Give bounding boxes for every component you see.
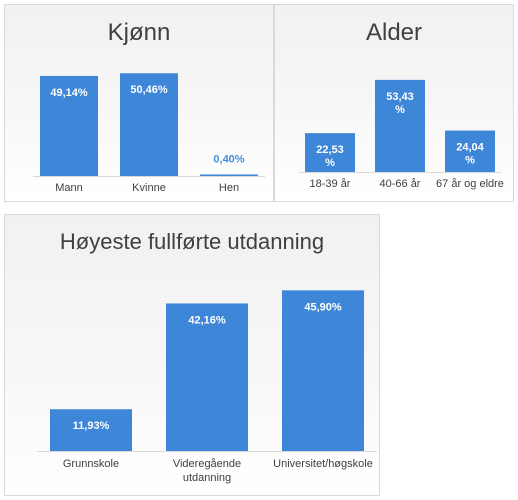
bar-chart-kjonn: 49,14% Mann 50,46% Kvinne 0,40% Hen bbox=[33, 73, 265, 194]
bar bbox=[40, 75, 98, 176]
category-label: Grunnskole bbox=[63, 458, 119, 470]
chart-title-alder: Alder bbox=[365, 19, 423, 46]
data-label: 50,46% bbox=[130, 84, 168, 96]
bar bbox=[305, 133, 355, 172]
bar bbox=[200, 174, 258, 176]
data-label: 22,53% bbox=[316, 144, 344, 169]
bar-chart-alder: 22,53 % 18-39 år 53,43 % 40-66 år 24,04 % 67 år … bbox=[299, 79, 504, 190]
data-label: 24,04% bbox=[456, 142, 484, 167]
chart-panel-alder: Alder 22,53% 18-39 år 53,43% 40-66 år 24,04%… bbox=[274, 4, 514, 202]
bar bbox=[282, 290, 364, 451]
bar bbox=[166, 303, 248, 451]
bar-chart-utdanning: 11,93% Grunnskole 42,16% Videregående utdann… bbox=[37, 290, 377, 484]
data-label: 11,93% bbox=[73, 420, 110, 432]
category-label: Kvinne bbox=[132, 182, 166, 194]
category-label: Universitet/høgskole bbox=[273, 458, 373, 470]
category-label: 18-39 år bbox=[310, 178, 351, 190]
category-label: Mann bbox=[55, 182, 83, 194]
chart-panel-utdanning: Høyeste fullførte utdanning 11,93% Grunns… bbox=[4, 214, 380, 496]
category-label: 40-66 år bbox=[380, 178, 421, 190]
bar bbox=[120, 73, 178, 176]
bar bbox=[50, 409, 132, 451]
chart-title-kjonn: Kjønn bbox=[107, 19, 171, 46]
bar bbox=[375, 79, 425, 172]
category-label: Hen bbox=[219, 182, 239, 194]
data-label: 49,14% bbox=[50, 87, 88, 99]
category-label: 67 år og eldre bbox=[436, 178, 504, 190]
category-label: Videregående utdanning bbox=[173, 458, 241, 484]
data-label: 0,40% bbox=[213, 154, 244, 166]
data-label: 42,16% bbox=[188, 314, 226, 326]
data-label: 53,43% bbox=[386, 91, 414, 116]
chart-panel-kjonn: Kjønn 49,14% Mann 50,46% Kvinne 0,40% Hen bbox=[4, 4, 274, 202]
data-label: 45,90% bbox=[304, 301, 342, 313]
chart-title-utdanning: Høyeste fullførte utdanning bbox=[59, 229, 325, 254]
bar bbox=[445, 130, 495, 172]
